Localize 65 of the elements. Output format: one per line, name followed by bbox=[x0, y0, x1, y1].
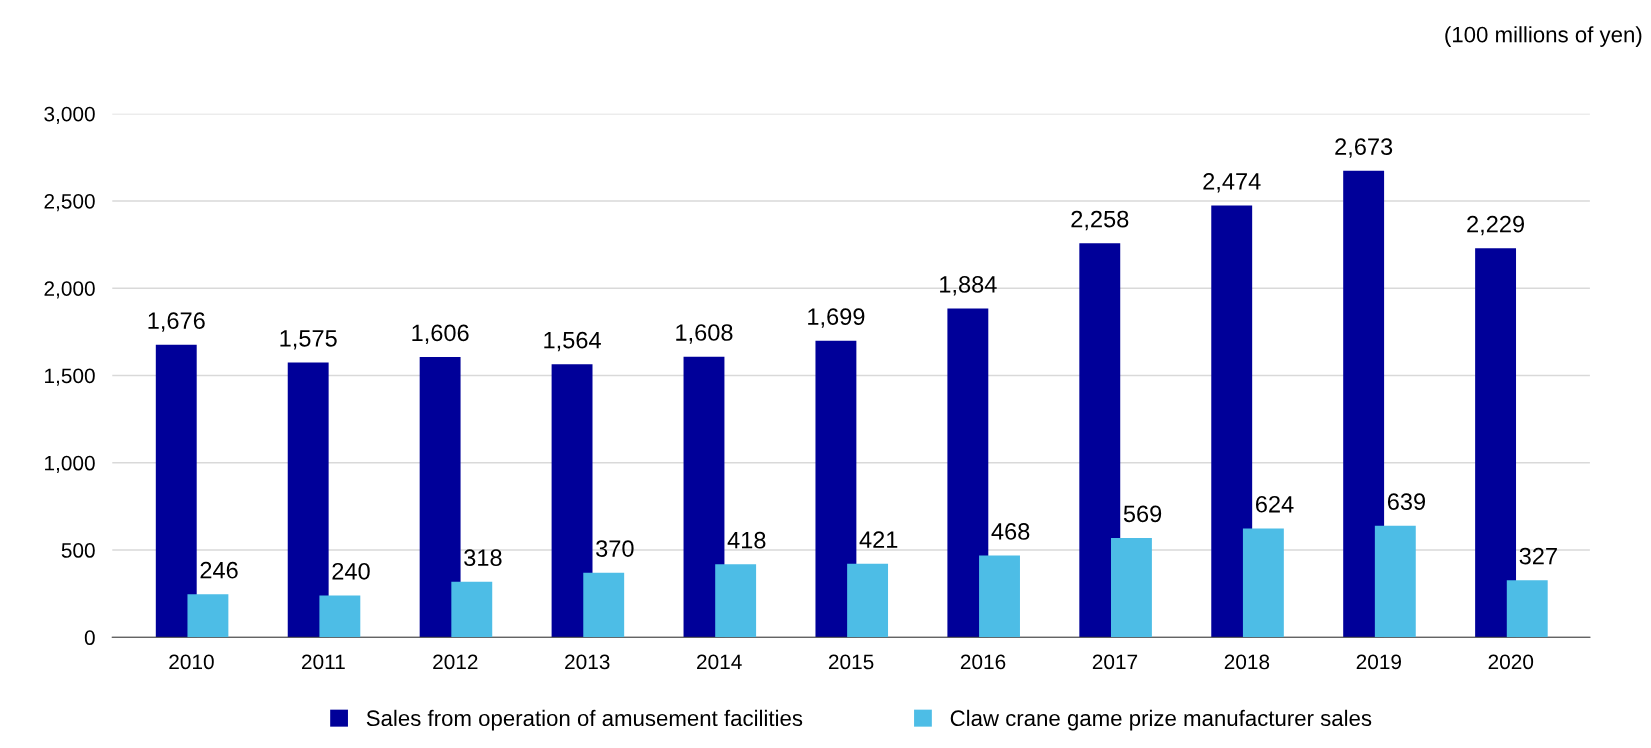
bar bbox=[1506, 580, 1548, 638]
data-label: 1,608 bbox=[676, 324, 733, 344]
y-tick-label: 500 bbox=[61, 543, 95, 558]
bar bbox=[1343, 170, 1385, 638]
bar bbox=[947, 308, 989, 638]
data-label: 318 bbox=[464, 549, 502, 567]
y-tick-label: 2,500 bbox=[44, 193, 95, 212]
data-label: 370 bbox=[596, 540, 634, 557]
data-label: 1,606 bbox=[412, 324, 469, 345]
bar bbox=[319, 595, 361, 638]
bar bbox=[1475, 248, 1517, 638]
bar bbox=[1211, 205, 1253, 638]
data-label: 2,673 bbox=[1335, 138, 1393, 158]
x-tick-label: 2017 bbox=[1092, 654, 1138, 670]
data-label: 1,575 bbox=[280, 330, 337, 350]
y-tick-label: 3,000 bbox=[44, 106, 95, 124]
bar bbox=[1374, 525, 1416, 638]
bar bbox=[815, 340, 857, 638]
y-tick-label: 2,000 bbox=[44, 281, 95, 299]
data-label: 1,699 bbox=[808, 308, 865, 328]
bar bbox=[1079, 243, 1121, 638]
data-label: 639 bbox=[1387, 493, 1426, 510]
bar bbox=[683, 356, 725, 638]
x-tick-label: 2015 bbox=[828, 654, 874, 670]
x-tick-label: 2011 bbox=[302, 654, 345, 670]
data-label: 2,229 bbox=[1467, 215, 1525, 236]
bar bbox=[551, 364, 593, 638]
data-label: 418 bbox=[727, 531, 766, 549]
data-label: 569 bbox=[1123, 505, 1162, 523]
data-label: 624 bbox=[1256, 495, 1294, 513]
x-tick-label: 2020 bbox=[1488, 654, 1534, 670]
legend-label: Sales from operation of amusement facilities bbox=[366, 709, 803, 731]
x-tick-label: 2018 bbox=[1224, 654, 1270, 670]
text: (100 millions of yen) bbox=[1445, 26, 1642, 47]
bar bbox=[187, 594, 229, 638]
bar bbox=[1242, 528, 1284, 638]
data-label: 240 bbox=[332, 562, 370, 580]
data-label: 327 bbox=[1519, 547, 1557, 565]
x-tick-label: 2013 bbox=[565, 654, 610, 670]
x-tick-label: 2010 bbox=[169, 654, 214, 670]
y-tick-label: 0 bbox=[84, 630, 95, 646]
bar bbox=[847, 563, 889, 638]
bar bbox=[287, 362, 329, 638]
data-label: 1,884 bbox=[940, 275, 997, 296]
data-label: 1,676 bbox=[148, 312, 205, 332]
bar bbox=[715, 564, 757, 638]
data-label: 246 bbox=[200, 561, 238, 579]
x-tick-label: 2014 bbox=[697, 654, 742, 670]
y-tick-label: 1,500 bbox=[45, 368, 95, 386]
legend-label: Claw crane game prize manufacturer sales bbox=[950, 709, 1372, 731]
data-label: 1,564 bbox=[544, 331, 601, 352]
data-label: 468 bbox=[991, 523, 1030, 540]
x-tick-label: 2016 bbox=[960, 654, 1006, 670]
data-label: 2,258 bbox=[1071, 210, 1129, 231]
bar bbox=[583, 572, 625, 638]
x-tick-label: 2012 bbox=[433, 654, 478, 670]
data-label: 2,474 bbox=[1203, 173, 1261, 193]
bar bbox=[451, 581, 493, 638]
x-tick-label: 2019 bbox=[1356, 654, 1402, 670]
bar bbox=[419, 357, 461, 638]
data-label: 421 bbox=[859, 531, 898, 548]
y-tick-label: 1,000 bbox=[45, 455, 95, 473]
bar bbox=[1111, 537, 1152, 638]
bar bbox=[979, 555, 1020, 638]
bar bbox=[155, 344, 197, 638]
